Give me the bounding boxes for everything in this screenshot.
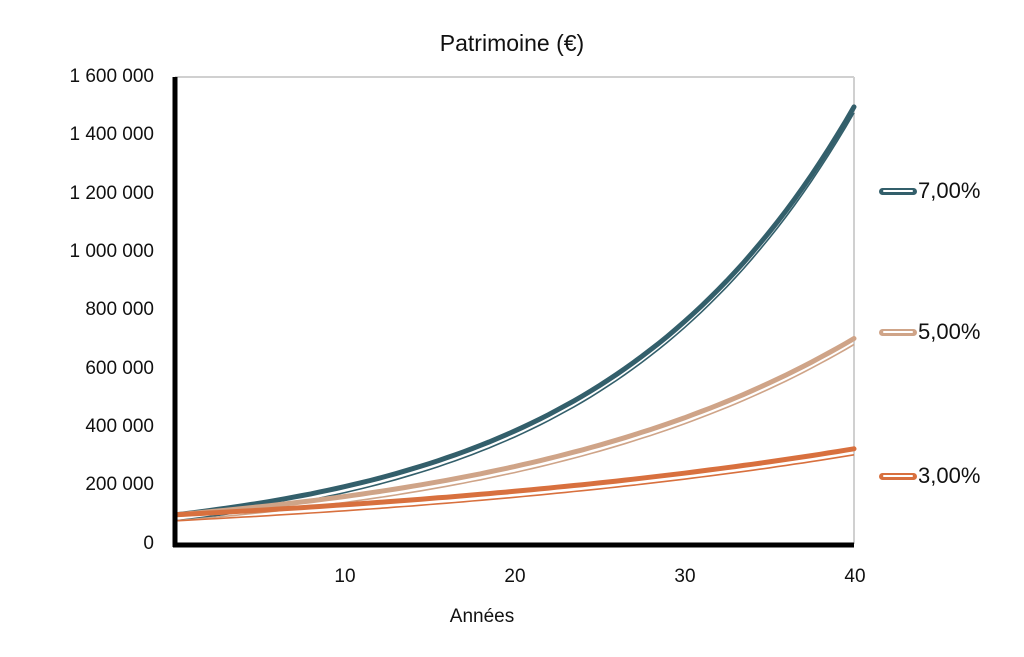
- legend-item-3pct[interactable]: 3,00%: [879, 461, 980, 491]
- y-tick-label: 800 000: [85, 299, 154, 320]
- legend-line-icon: [879, 472, 917, 480]
- y-tick-label: 1 600 000: [69, 66, 154, 87]
- legend-label: 3,00%: [918, 463, 981, 488]
- x-tick-label: 30: [674, 566, 696, 587]
- chart-title: Patrimoine (€): [439, 30, 585, 56]
- y-tick-label: 1 000 000: [69, 241, 154, 262]
- y-tick-label: 0: [143, 533, 154, 554]
- x-axis-title: Années: [449, 606, 515, 627]
- x-tick-label: 40: [844, 566, 866, 587]
- y-tick-label: 1 400 000: [69, 124, 154, 145]
- legend-label: 7,00%: [918, 178, 981, 203]
- x-tick-label: 10: [334, 566, 356, 587]
- legend-line-icon: [879, 328, 917, 336]
- legend-item-5pct[interactable]: 5,00%: [879, 317, 980, 347]
- y-tick-label: 600 000: [85, 358, 154, 379]
- x-tick-label: 20: [504, 566, 526, 587]
- y-tick-label: 200 000: [85, 474, 154, 495]
- series-line-7,00%: [172, 104, 857, 522]
- series-layer: [172, 104, 857, 522]
- y-tick-label: 400 000: [85, 416, 154, 437]
- legend-label: 5,00%: [918, 319, 981, 344]
- legend-item-7pct[interactable]: 7,00%: [879, 176, 980, 206]
- legend-line-icon: [879, 187, 917, 195]
- y-tick-label: 1 200 000: [69, 183, 154, 204]
- series-line-3,00%: [172, 446, 857, 522]
